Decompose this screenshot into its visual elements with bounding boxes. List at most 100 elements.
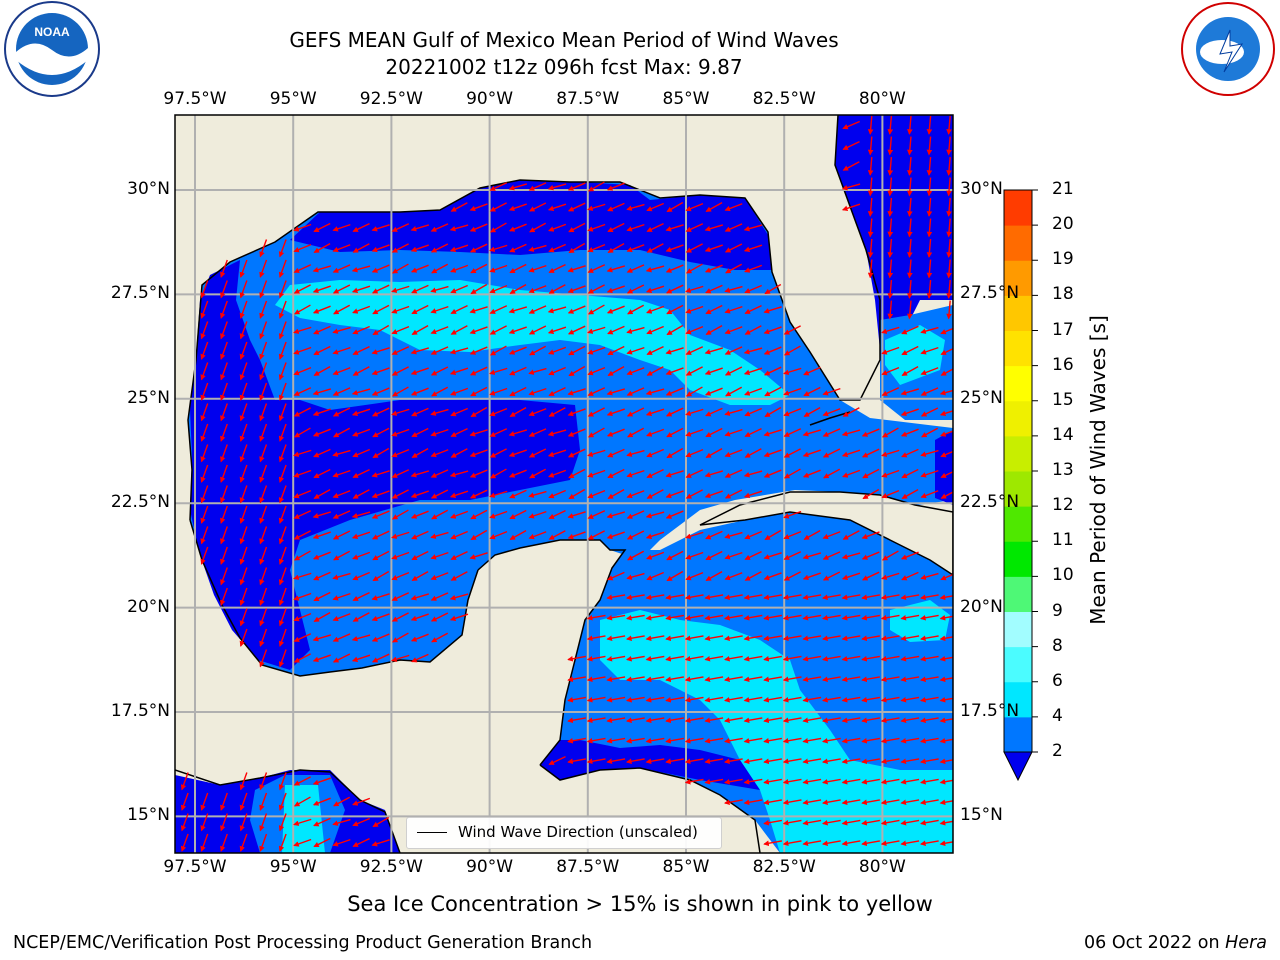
wind-arrow (200, 321, 209, 340)
wind-arrow (312, 305, 331, 314)
wind-arrow (867, 136, 874, 156)
wind-arrow (528, 367, 547, 375)
wind-arrow (239, 608, 248, 627)
wind-arrow (907, 259, 913, 279)
wind-arrow (528, 490, 547, 498)
wind-arrow (763, 594, 782, 601)
wind-arrow (684, 717, 704, 724)
wind-arrow (200, 546, 209, 565)
wind-arrow (626, 449, 645, 457)
tick-label: 27.5°N (960, 283, 1020, 304)
wind-arrow (278, 813, 287, 832)
wind-arrow (430, 428, 449, 437)
wind-arrow (665, 676, 684, 683)
wind-arrow (313, 837, 331, 848)
wind-arrow (763, 306, 782, 314)
tick-label: 22.5°N (960, 492, 1020, 513)
wind-arrow (293, 284, 311, 294)
wind-arrow (646, 366, 664, 376)
wind-arrow (802, 696, 822, 703)
wind-arrow (920, 387, 939, 396)
wind-arrow (822, 531, 841, 540)
wind-arrow (666, 447, 684, 459)
wind-arrow (763, 614, 782, 621)
wind-arrow (509, 263, 527, 274)
wind-arrow (887, 279, 894, 299)
wind-arrow (528, 182, 547, 191)
wind-arrow (200, 341, 209, 360)
wind-arrow (861, 758, 880, 765)
wind-arrow (724, 408, 743, 416)
wind-arrow (763, 717, 782, 724)
wind-arrow (430, 592, 449, 601)
wind-arrow (782, 676, 802, 683)
wind-arrow (607, 448, 625, 458)
colorbar-tick-label: 21 (1052, 179, 1074, 199)
wind-arrow (200, 833, 209, 852)
wind-arrow (410, 264, 429, 273)
wind-arrow (332, 530, 351, 540)
wind-arrow (743, 470, 763, 478)
wind-arrow (352, 428, 371, 437)
wind-arrow (782, 819, 802, 826)
wind-arrow (900, 676, 920, 683)
wind-arrow (724, 346, 743, 355)
wind-arrow (926, 218, 933, 238)
wind-arrow (704, 696, 724, 703)
wind-arrow (822, 594, 841, 601)
wind-arrow (332, 387, 351, 396)
colorbar-under-extension (1003, 751, 1033, 782)
wind-arrow (489, 345, 507, 356)
wind-arrow (867, 177, 874, 197)
wind-arrow (646, 551, 665, 560)
wind-arrow (744, 427, 762, 438)
wind-arrow (685, 366, 703, 376)
wind-arrow (239, 362, 248, 381)
yucatan-coast (477, 539, 627, 766)
wind-arrow (705, 448, 723, 458)
wind-arrow (861, 737, 880, 744)
wind-arrow (724, 614, 743, 621)
wind-arrow (313, 489, 331, 499)
wind-arrow (822, 428, 841, 437)
wind-arrow (665, 635, 684, 642)
wind-arrow (684, 696, 704, 703)
wind-arrow (391, 325, 410, 335)
wind-arrow (743, 594, 763, 601)
gulf-low-period-north (290, 180, 772, 270)
wind-arrow (940, 327, 953, 335)
wind-arrow (313, 222, 331, 233)
wind-arrow (259, 300, 268, 319)
wind-arrow (685, 489, 703, 499)
wind-arrow (200, 382, 209, 401)
wind-arrow (469, 346, 488, 355)
wind-arrow (606, 614, 626, 621)
wind-arrow (220, 280, 228, 299)
wind-arrow (567, 511, 586, 519)
wind-arrow (861, 571, 880, 581)
wind-arrow (313, 345, 331, 356)
wind-arrow (822, 551, 841, 560)
tick-label: 95°W (269, 857, 317, 877)
wind-arrow (352, 325, 370, 335)
wind-arrow (352, 797, 371, 806)
wind-arrow (239, 772, 248, 791)
wind-arrow (220, 833, 228, 852)
wind-arrow (607, 489, 625, 499)
wind-arrow (939, 696, 953, 703)
wind-arrow (900, 614, 920, 621)
wind-arrow (332, 653, 351, 663)
wind-arrow (509, 489, 527, 499)
wind-arrow (704, 655, 724, 662)
wind-arrow (841, 676, 861, 683)
wind-arrow (842, 469, 861, 478)
wind-arrow (626, 594, 645, 601)
wind-arrow (332, 818, 351, 826)
caribbean-mid-period (600, 610, 953, 853)
wind-arrow (239, 485, 248, 504)
wind-arrow (743, 676, 763, 683)
wind-arrow (450, 427, 468, 438)
wind-arrow (685, 571, 704, 581)
wind-arrow (371, 653, 390, 663)
wind-arrow (239, 280, 248, 299)
